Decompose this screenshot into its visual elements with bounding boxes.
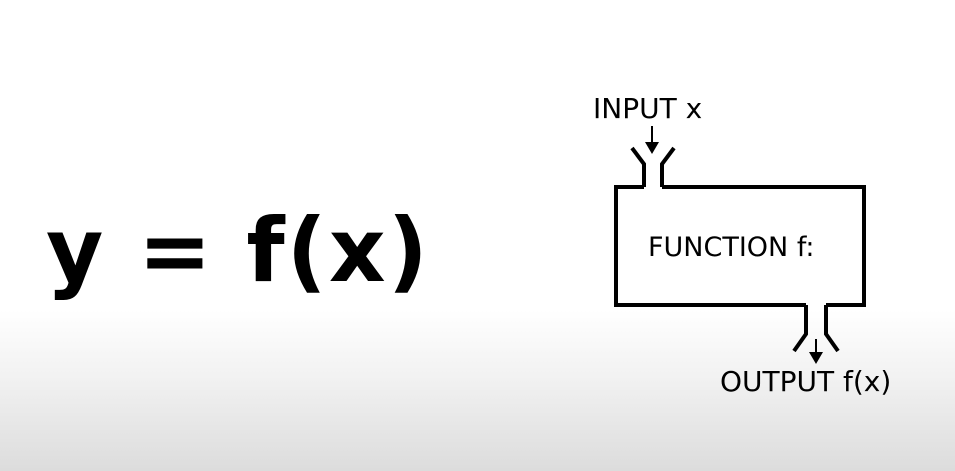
input-arrowhead (645, 142, 659, 154)
equation-text: y = f(x) (46, 199, 430, 302)
output-funnel-left (792, 305, 808, 353)
function-label: FUNCTION f: (648, 232, 815, 263)
output-label: OUTPUT f(x) (720, 365, 892, 398)
function-machine-diagram: INPUT x FUNCTION f: OUTPUT f(x) (560, 80, 940, 420)
input-funnel-right (660, 146, 676, 187)
input-label: INPUT x (593, 92, 703, 125)
output-funnel-right (824, 305, 840, 353)
output-arrowhead (809, 352, 823, 364)
function-box-outline (614, 185, 866, 307)
input-funnel-left (630, 146, 646, 187)
function-machine-drawing (614, 126, 866, 364)
